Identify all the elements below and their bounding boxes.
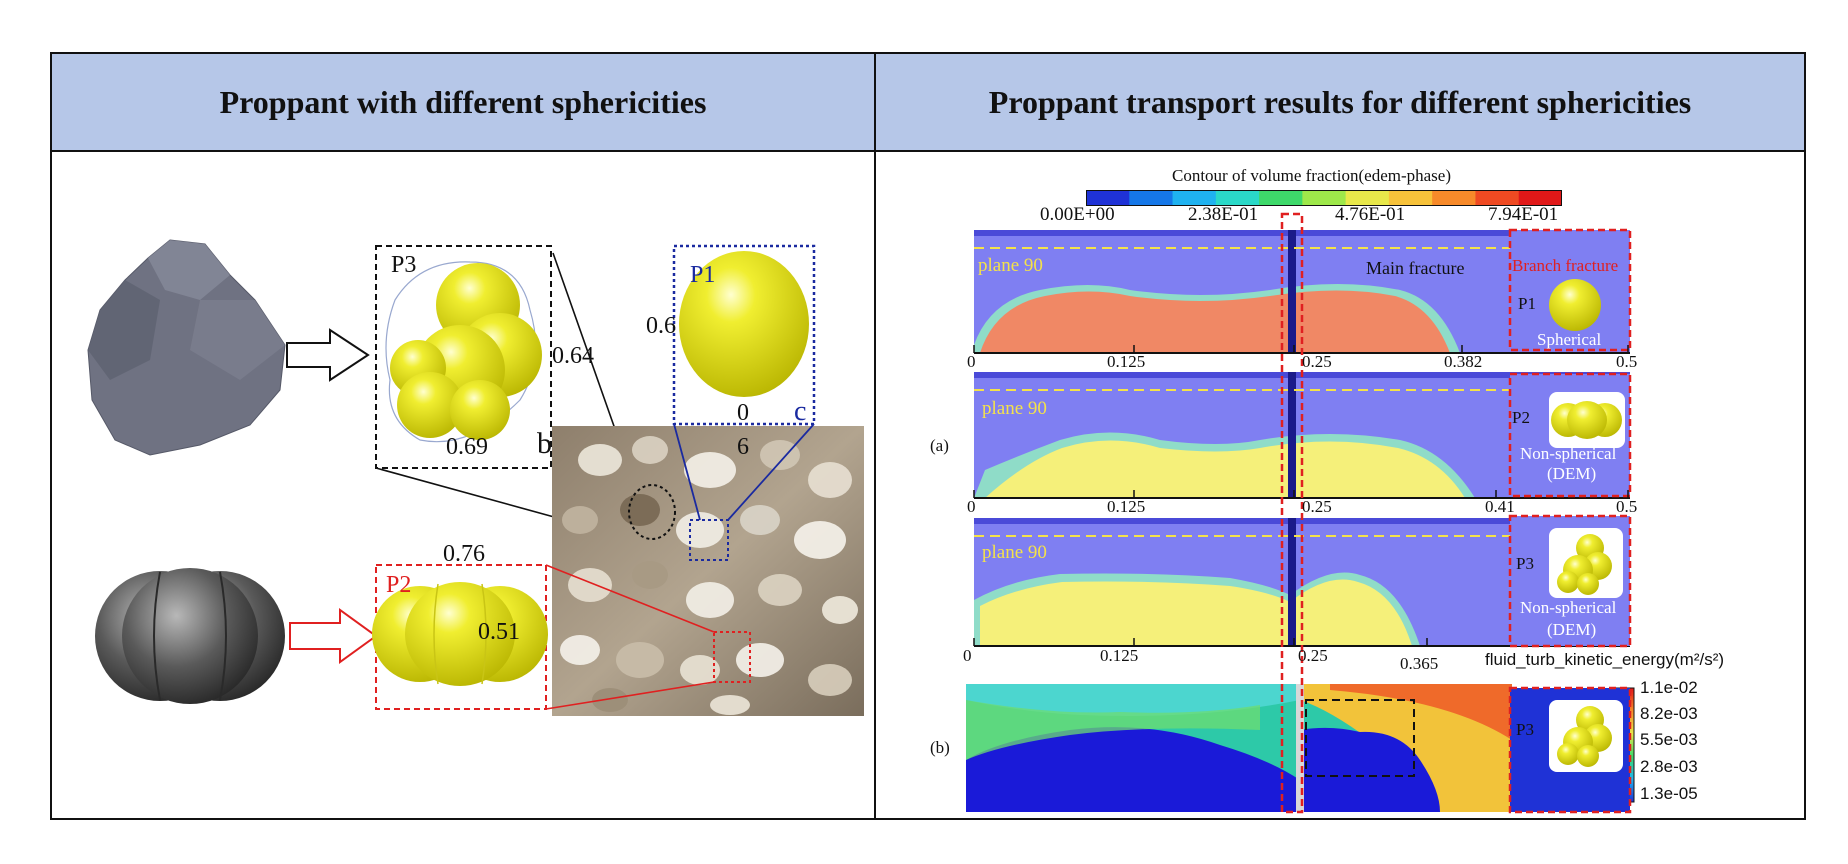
colorbar-tick-0: 0.00E+00 [1040,204,1115,225]
right-header: Proppant transport results for different… [876,54,1804,152]
colorbar-segment [1302,190,1347,206]
colorbar-segment [1518,190,1562,206]
left-header: Proppant with different sphericities [52,54,874,152]
turbulence-panel [966,684,1512,812]
subfig-label-a: (a) [930,436,949,455]
turb-tick-2: 5.5e-03 [1640,730,1698,749]
turb-title: fluid_turb_kinetic_energy(m²/s²) [1485,650,1725,669]
plane-label-3: plane 90 [982,542,1047,563]
fracture-intersection-marker [1280,212,1304,814]
inset-p3-label: P3 [1516,554,1534,573]
p3-tick-1: 0.125 [1100,646,1139,665]
inset-turb-p3 [1508,686,1632,814]
inset-turb-label: P3 [1516,720,1534,739]
turb-tick-1: 8.2e-03 [1640,704,1698,723]
p1-particle-icon [679,251,809,397]
inset-p3-caption-2: (DEM) [1547,620,1597,639]
p1-value-bottom-1: 0 [737,400,749,426]
inset-p3-caption-1: Non-spherical [1520,598,1617,617]
p3-tick-3: 0.365 [1400,654,1439,673]
p3-label: P3 [391,252,417,278]
p1-label: P1 [690,262,716,288]
p2-tick-3: 0.41 [1485,497,1515,516]
p1-tick-4: 0.5 [1616,352,1638,371]
colorbar-segment [1215,190,1260,206]
colorbar-tick-3: 7.94E-01 [1488,204,1559,225]
inset-p1-label: P1 [1518,294,1536,313]
p2-particle-icon [372,582,548,686]
turb-tick-4: 1.3e-05 [1640,784,1698,803]
inset-p2-caption-1: Non-spherical [1520,444,1617,463]
sand-grains [560,436,858,715]
p3-tick-0: 0 [963,646,972,665]
turb-tick-0: 1.1e-02 [1640,678,1698,697]
inset-p3 [1508,514,1632,648]
p2-label: P2 [386,572,412,598]
inset-p2-caption-2: (DEM) [1547,464,1597,483]
label-b: b [537,427,552,460]
colorbar-segment [1129,190,1174,206]
colorbar-segment [1432,190,1476,206]
p2-value-right: 0.51 [478,619,520,645]
colorbar-segment [1475,190,1520,206]
p3-tick-2: 0.25 [1298,646,1328,665]
p2-tick-1: 0.125 [1107,497,1146,516]
p1-tick-3: 0.382 [1444,352,1483,371]
volume-fraction-colorbar [1086,190,1562,206]
arrow-right-red-icon [289,608,378,664]
inset-p1 [1508,228,1632,352]
subfig-label-b: (b) [930,738,950,757]
turb-tick-3: 2.8e-03 [1640,757,1698,776]
colorbar-segment [1388,190,1433,206]
colorbar-segment [1172,190,1217,206]
p2-value-top: 0.76 [443,541,485,567]
p1-tick-2: 0.25 [1302,352,1332,371]
p2-tick-2: 0.25 [1302,497,1332,516]
p2-tick-4: 0.5 [1616,497,1638,516]
plane-label-2: plane 90 [982,398,1047,419]
p2-tick-0: 0 [967,497,976,516]
colorbar-segment [1345,190,1390,206]
p1-value-bottom-2: 6 [737,434,749,460]
plane-label-1: plane 90 [978,255,1043,276]
colorbar-segment [1259,190,1303,206]
arrow-right-icon [286,328,370,382]
figure-frame: Proppant with different sphericities Pro… [50,52,1806,820]
p3-value-bottom: 0.69 [446,434,488,460]
p2-dark-particle-icon [95,568,285,704]
colorbar-title: Contour of volume fraction(edem-phase) [1172,166,1451,185]
inset-p2 [1508,372,1632,498]
colorbar-border [1086,190,1562,206]
colorbar-segment [1086,190,1130,206]
inset-p2-label: P2 [1512,408,1530,427]
p1-tick-1: 0.125 [1107,352,1146,371]
branch-fracture-label: Branch fracture [1512,256,1619,275]
p3-particle-icon [385,261,542,443]
label-c: c [794,396,807,427]
inset-p1-caption: Spherical [1537,330,1602,349]
p1-value-left: 0.6 [646,313,676,339]
p3-value-right: 0.64 [552,343,594,369]
colorbar-tick-1: 2.38E-01 [1188,204,1259,225]
colorbar-tick-2: 4.76E-01 [1335,204,1406,225]
main-fracture-label: Main fracture [1366,258,1465,278]
p1-tick-0: 0 [967,352,976,371]
column-divider [874,54,876,818]
